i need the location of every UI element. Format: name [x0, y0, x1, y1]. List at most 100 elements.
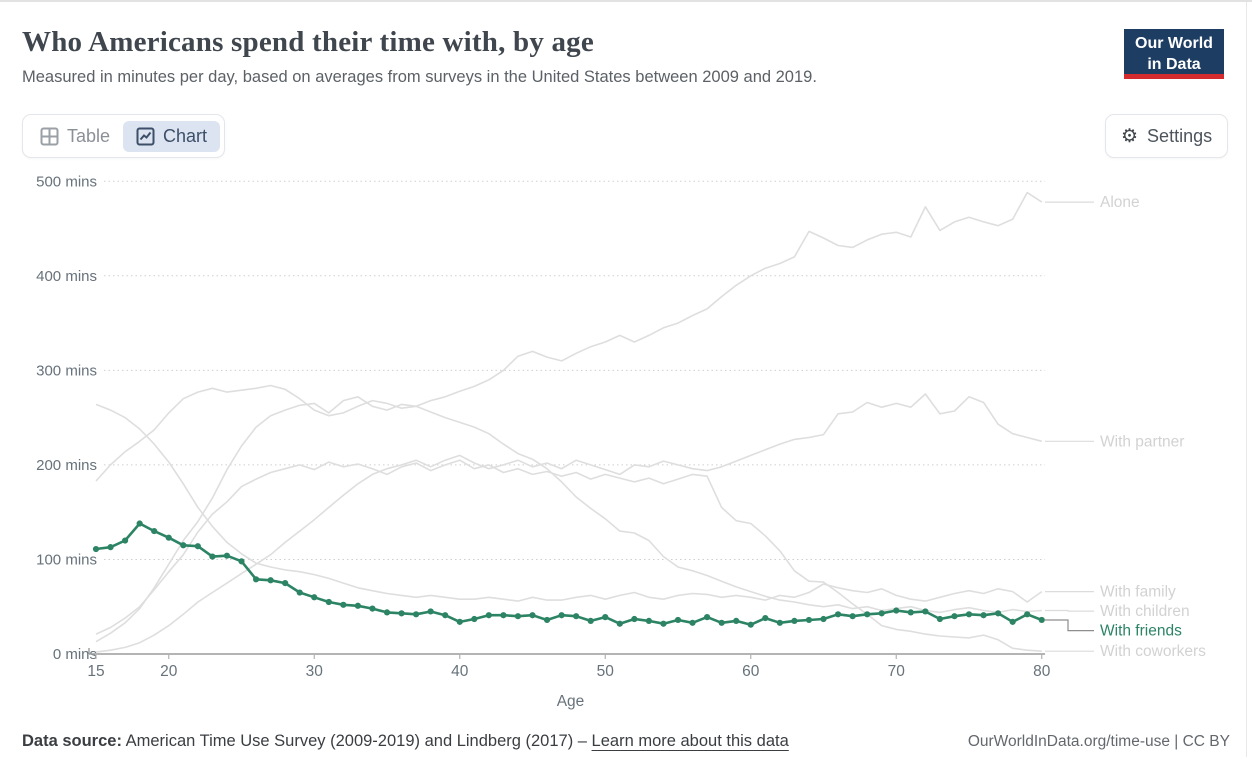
series-marker-with-friends	[369, 605, 376, 612]
tab-chart[interactable]: Chart	[123, 120, 221, 152]
page-right-divider	[1246, 2, 1247, 757]
y-axis-tick-label: 200 mins	[36, 457, 97, 474]
series-marker-with-friends	[543, 616, 551, 624]
series-marker-with-friends	[631, 615, 638, 623]
series-marker-with-friends	[616, 620, 623, 627]
owid-logo-line2: in Data	[1147, 55, 1201, 73]
series-label-alone[interactable]: Alone	[1100, 194, 1140, 211]
x-axis-tick-label: 30	[306, 663, 324, 680]
series-marker-with-friends	[674, 616, 682, 624]
series-marker-with-friends	[398, 610, 405, 617]
x-axis-tick-label: 20	[160, 663, 178, 680]
series-marker-with-friends	[805, 616, 813, 624]
series-marker-with-friends	[922, 608, 929, 615]
chart-header: Who Americans spend their time with, by …	[22, 26, 1102, 87]
series-line-with-friends	[95, 522, 1043, 627]
series-line-with-coworkers	[95, 459, 1042, 652]
series-marker-with-friends	[92, 545, 100, 553]
series-line-with-children	[95, 395, 1042, 643]
series-marker-with-friends	[980, 612, 987, 619]
series-marker-with-friends	[383, 609, 391, 616]
owid-logo[interactable]: Our World in Data	[1124, 29, 1224, 79]
series-marker-with-friends	[107, 544, 114, 551]
series-marker-with-friends	[427, 608, 434, 615]
series-marker-with-friends	[1038, 616, 1045, 624]
series-marker-with-friends	[733, 617, 740, 625]
x-axis-tick-label: 70	[888, 663, 906, 680]
series-marker-with-friends	[587, 617, 594, 625]
x-axis-tick-label: 80	[1033, 663, 1051, 680]
owid-logo-line1: Our World	[1135, 35, 1213, 52]
series-label-with-partner[interactable]: With partner	[1100, 433, 1184, 450]
x-axis-tick-label: 50	[597, 663, 615, 680]
settings-label: Settings	[1147, 125, 1213, 146]
page-title: Who Americans spend their time with, by …	[22, 26, 594, 58]
y-axis-tick-label: 400 mins	[36, 268, 97, 285]
series-marker-with-friends	[878, 610, 885, 617]
y-axis-tick-label: 0 mins	[53, 646, 97, 663]
series-line-with-partner	[95, 393, 1043, 653]
series-label-with-friends[interactable]: With friends	[1100, 623, 1182, 640]
series-line-with-family	[95, 403, 1043, 603]
series-marker-with-friends	[296, 589, 303, 596]
series-marker-with-friends	[471, 615, 478, 623]
series-marker-with-friends	[573, 613, 580, 620]
series-marker-with-friends	[180, 542, 187, 549]
y-axis-tick-label: 100 mins	[36, 551, 97, 568]
series-marker-with-friends	[849, 613, 856, 620]
settings-button[interactable]: ⚙ Settings	[1105, 114, 1229, 158]
series-marker-with-friends	[151, 527, 158, 535]
series-label-connector-with-friends	[1045, 619, 1094, 632]
series-marker-with-friends	[1009, 618, 1016, 625]
series-marker-with-friends	[413, 611, 420, 618]
series-marker-with-friends	[282, 579, 289, 587]
series-label-connector-with-children	[1045, 609, 1094, 612]
series-marker-with-friends	[776, 619, 783, 626]
x-axis-tick-label: 60	[742, 663, 760, 680]
x-axis-tick-label: 40	[451, 663, 469, 680]
gear-icon: ⚙	[1121, 125, 1139, 147]
series-marker-with-friends	[456, 618, 463, 625]
series-marker-with-friends	[762, 614, 769, 622]
series-marker-with-friends	[194, 543, 201, 550]
view-toggle: Table Chart	[22, 114, 226, 158]
license-text: OurWorldInData.org/time-use | CC BY	[967, 733, 1230, 750]
series-marker-with-friends	[747, 621, 754, 628]
series-marker-with-friends	[820, 615, 827, 623]
series-marker-with-friends	[718, 619, 725, 626]
series-marker-with-friends	[252, 576, 260, 583]
series-marker-with-friends	[660, 620, 667, 627]
series-marker-with-friends	[864, 611, 871, 618]
series-label-with-coworkers[interactable]: With coworkers	[1100, 643, 1206, 660]
series-label-with-children[interactable]: With children	[1100, 603, 1190, 620]
table-icon	[40, 127, 59, 145]
series-marker-with-friends	[936, 615, 944, 623]
series-marker-with-friends	[834, 611, 842, 618]
series-marker-with-friends	[223, 552, 231, 559]
y-axis-tick-label: 500 mins	[36, 173, 97, 190]
data-source-text: American Time Use Survey (2009-2019) and…	[121, 732, 592, 750]
series-label-with-family[interactable]: With family	[1100, 584, 1176, 601]
series-marker-with-friends	[209, 553, 216, 560]
x-axis-title: Age	[557, 693, 585, 710]
series-marker-with-friends	[442, 612, 449, 619]
data-source-prefix: Data source:	[22, 732, 122, 750]
series-marker-with-friends	[704, 614, 711, 621]
series-marker-with-friends	[122, 537, 129, 544]
series-marker-with-friends	[951, 613, 958, 620]
series-marker-with-friends	[965, 611, 973, 618]
series-marker-with-friends	[500, 612, 507, 619]
series-marker-with-friends	[645, 617, 653, 625]
y-axis-tick-label: 300 mins	[36, 362, 97, 379]
series-marker-with-friends	[267, 577, 274, 584]
x-axis-tick-label: 15	[87, 663, 104, 680]
tab-table[interactable]: Table	[27, 121, 123, 152]
line-chart-icon	[136, 127, 155, 145]
series-marker-with-friends	[340, 601, 347, 608]
series-marker-with-friends	[325, 598, 332, 606]
series-marker-with-friends	[514, 613, 522, 620]
learn-more-link[interactable]: Learn more about this data	[591, 732, 789, 750]
page-subtitle: Measured in minutes per day, based on av…	[22, 68, 817, 86]
series-marker-with-friends	[558, 612, 565, 619]
series-marker-with-friends	[238, 558, 245, 565]
